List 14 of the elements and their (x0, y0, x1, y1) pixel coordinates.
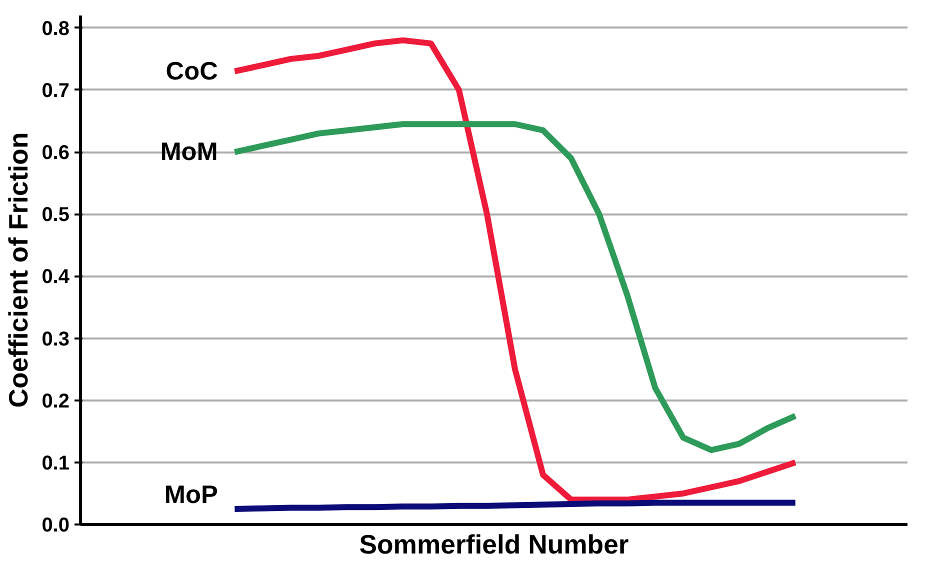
series-label: CoC (166, 57, 218, 86)
y-tick-label: 0.4 (42, 266, 70, 288)
y-axis-title: Coefficient of Friction (4, 132, 34, 408)
y-tick-label: 0.6 (42, 142, 70, 164)
y-tick-label: 0.1 (42, 452, 70, 474)
y-tick-label: 0.3 (42, 328, 70, 350)
series-label: MoP (164, 480, 218, 509)
y-tick-label: 0.7 (42, 80, 70, 102)
y-tick-label: 0.5 (42, 204, 70, 226)
y-tick-label: 0.0 (42, 514, 70, 536)
y-tick-label: 0.2 (42, 390, 70, 412)
y-tick-label: 0.8 (42, 18, 70, 40)
series-label: MoM (160, 138, 218, 166)
x-axis-title: Sommerfield Number (359, 530, 629, 560)
